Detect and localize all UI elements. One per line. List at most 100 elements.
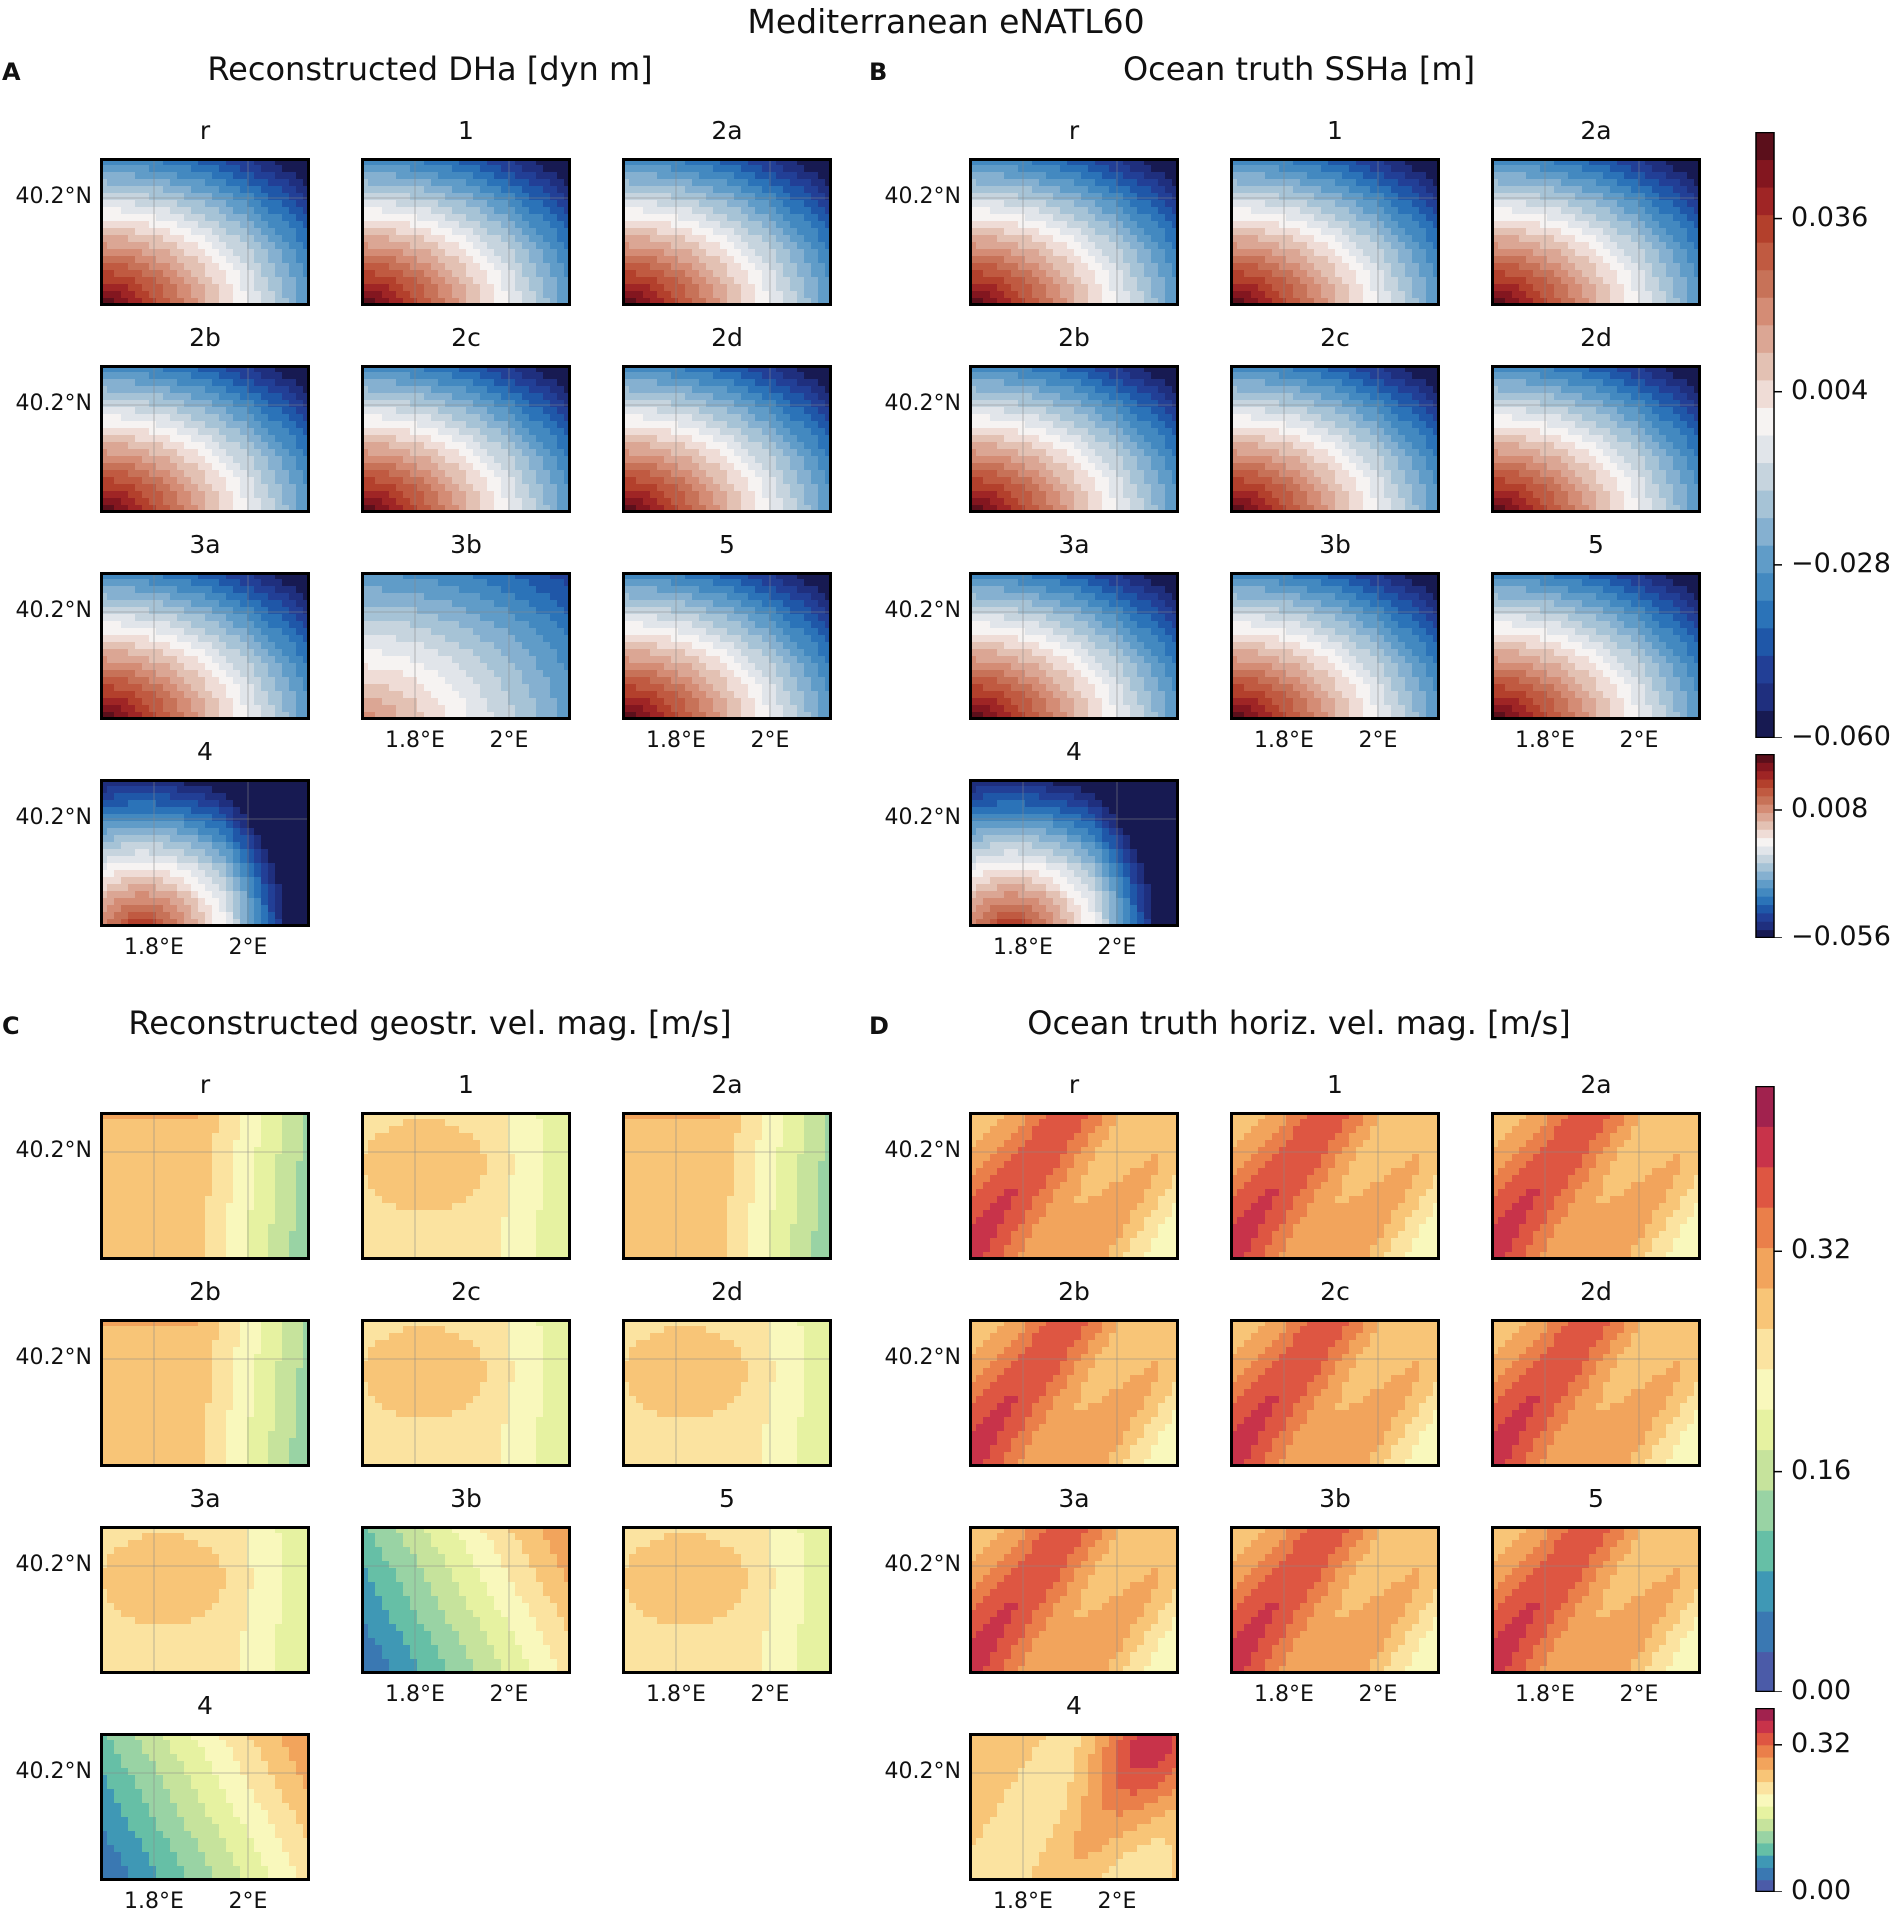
contour-cell (797, 263, 805, 271)
contour-cell (671, 449, 679, 457)
contour-cell (205, 579, 213, 587)
contour-cell (368, 393, 376, 401)
contour-cell (156, 505, 164, 513)
contour-cell (275, 677, 283, 685)
contour-cell (368, 614, 376, 622)
contour-cell (240, 698, 248, 706)
contour-cell (100, 249, 108, 257)
contour-cell (396, 712, 404, 720)
contour-cell (678, 372, 686, 380)
contour-cell (382, 505, 390, 513)
contour-cell (741, 470, 749, 478)
contour-cell (368, 477, 376, 485)
contour-cell (748, 505, 756, 513)
contour-cell (699, 456, 707, 464)
contour-cell (410, 291, 418, 299)
contour-cell (741, 428, 749, 436)
contour-cell (149, 172, 157, 180)
contour-cell (741, 172, 749, 180)
contour-cell (783, 291, 791, 299)
contour-cell (128, 365, 136, 373)
contour-cell (296, 607, 304, 615)
contour-cell (261, 656, 269, 664)
contour-cell (459, 470, 467, 478)
contour-cell (156, 228, 164, 236)
contour-cell (191, 172, 199, 180)
contour-cell (403, 270, 411, 278)
contour-cell (734, 449, 742, 457)
contour-cell (508, 491, 516, 499)
contour-cell (769, 365, 777, 373)
contour-cell (163, 656, 171, 664)
contour-cell (543, 456, 551, 464)
contour-cell (233, 484, 241, 492)
contour-cell (240, 214, 248, 222)
contour-cell (184, 649, 192, 657)
contour-cell (261, 484, 269, 492)
contour-cell (247, 463, 255, 471)
contour-cell (790, 263, 798, 271)
contour-cell (149, 463, 157, 471)
contour-cell (275, 621, 283, 629)
contour-cell (550, 207, 558, 215)
contour-cell (275, 642, 283, 650)
contour-cell (536, 186, 544, 194)
contour-cell (550, 477, 558, 485)
contour-cell (219, 607, 227, 615)
contour-cell (727, 284, 735, 292)
contour-cell (417, 277, 425, 285)
contour-cell (699, 165, 707, 173)
contour-cell (650, 428, 658, 436)
contour-cell (650, 379, 658, 387)
contour-cell (212, 621, 220, 629)
contour-cell (135, 365, 143, 373)
contour-cell (368, 242, 376, 250)
contour-cell (741, 421, 749, 429)
contour-cell (692, 372, 700, 380)
contour-cell (564, 477, 571, 485)
contour-cell (396, 179, 404, 187)
contour-cell (219, 291, 227, 299)
contour-cell (247, 712, 255, 720)
contour-cell (473, 221, 481, 229)
y-tick-label: 40.2°N (2, 598, 92, 623)
contour-cell (811, 477, 819, 485)
contour-cell (410, 491, 418, 499)
contour-cell (170, 635, 178, 643)
contour-cell (368, 284, 376, 292)
contour-cell (375, 379, 383, 387)
contour-cell (769, 221, 777, 229)
contour-cell (557, 470, 565, 478)
contour-cell (629, 214, 637, 222)
contour-cell (114, 712, 122, 720)
contour-cell (692, 449, 700, 457)
contour-cell (128, 477, 136, 485)
contour-cell (783, 372, 791, 380)
contour-cell (480, 428, 488, 436)
contour-cell (282, 691, 290, 699)
contour-cell (713, 463, 721, 471)
contour-cell (156, 249, 164, 257)
contour-cell (643, 172, 651, 180)
contour-cell (170, 158, 178, 166)
contour-cell (275, 400, 283, 408)
contour-cell (438, 649, 446, 657)
contour-cell (706, 165, 714, 173)
contour-cell (536, 242, 544, 250)
contour-cell (790, 158, 798, 166)
contour-cell (643, 242, 651, 250)
contour-cell (296, 477, 304, 485)
contour-cell (790, 200, 798, 208)
contour-cell (417, 663, 425, 671)
contour-cell (678, 277, 686, 285)
contour-cell (741, 365, 749, 373)
contour-cell (622, 179, 630, 187)
contour-cell (727, 442, 735, 450)
contour-cell (289, 193, 297, 201)
contour-cell (783, 393, 791, 401)
contour-cell (212, 677, 220, 685)
contour-cell (720, 491, 728, 499)
contour-cell (452, 656, 460, 664)
contour-cell (543, 400, 551, 408)
contour-cell (219, 256, 227, 264)
